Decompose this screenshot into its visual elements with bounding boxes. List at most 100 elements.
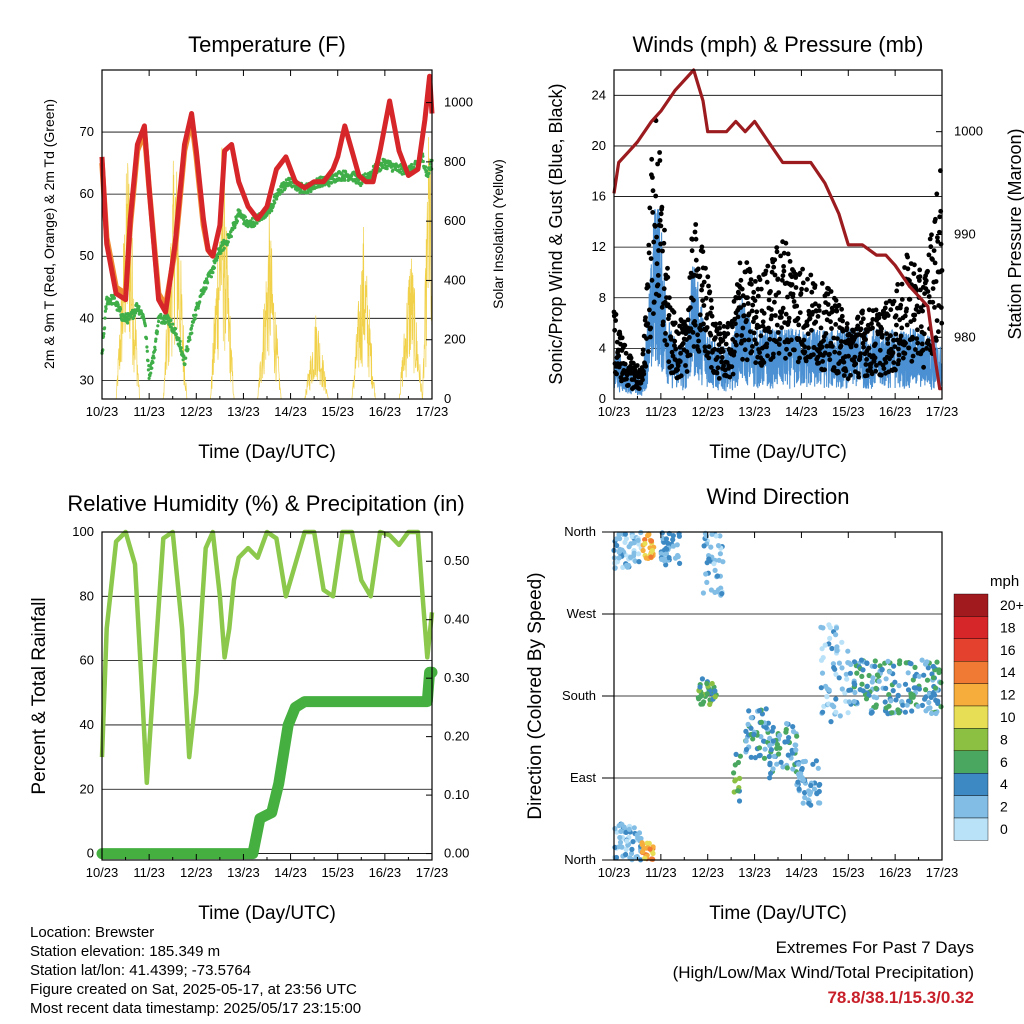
wind-gust-point bbox=[761, 360, 767, 365]
wind-direction-point bbox=[715, 543, 722, 549]
wind-gust-point bbox=[725, 331, 731, 337]
wind-direction-point bbox=[790, 728, 797, 735]
wind-direction-point bbox=[743, 728, 749, 735]
direction-plot-area bbox=[611, 529, 944, 863]
wind-gust-point bbox=[785, 251, 791, 257]
wind-gust-point bbox=[933, 279, 939, 284]
wind-direction-point bbox=[612, 565, 618, 571]
wind-gust-point bbox=[744, 357, 750, 363]
wind-gust-point bbox=[873, 307, 879, 313]
wind-direction-point bbox=[614, 542, 620, 549]
wind-gust-point bbox=[816, 360, 822, 366]
wind-direction-point bbox=[625, 842, 631, 848]
colorbar-label: 16 bbox=[1000, 642, 1016, 658]
x-tick-label: 17/23 bbox=[926, 865, 959, 880]
wind-direction-point bbox=[617, 839, 624, 845]
wind-direction-point bbox=[839, 665, 845, 671]
wind-gust-point bbox=[733, 342, 739, 348]
dewpoint-point bbox=[270, 209, 274, 213]
wind-gust-point bbox=[840, 328, 846, 334]
x-tick-label: 12/23 bbox=[691, 865, 724, 880]
wind-direction-point bbox=[717, 551, 724, 557]
wind-gust-point bbox=[797, 270, 803, 276]
wind-gust-point bbox=[899, 297, 905, 302]
wind-gust-point bbox=[883, 300, 889, 306]
wind-gust-point bbox=[891, 360, 897, 365]
wind-direction-point bbox=[800, 800, 806, 806]
dewpoint-point bbox=[421, 159, 425, 164]
x-tick-label: 11/23 bbox=[645, 404, 677, 419]
x-tick-label: 11/23 bbox=[645, 865, 677, 880]
y-tick-label: 100 bbox=[72, 524, 94, 539]
wind-direction-point bbox=[925, 665, 931, 671]
wind-gust-point bbox=[836, 370, 841, 375]
wind-gust-point bbox=[719, 355, 725, 360]
wind-gust-point bbox=[907, 296, 913, 302]
wind-direction-point bbox=[868, 710, 874, 716]
dewpoint-point bbox=[103, 316, 107, 320]
y-tick-label: 40 bbox=[80, 717, 94, 732]
dewpoint-point bbox=[354, 181, 358, 185]
wind-gust-point bbox=[623, 350, 629, 356]
wind-gust-point bbox=[841, 373, 847, 378]
colorbar-label: 14 bbox=[1000, 664, 1016, 680]
x-tick-label: 14/23 bbox=[785, 404, 818, 419]
y-tick-label: 24 bbox=[592, 87, 606, 102]
wind-gust-point bbox=[905, 254, 910, 260]
wind-direction-point bbox=[800, 777, 807, 783]
wind-gust-point bbox=[909, 358, 915, 364]
dewpoint-point bbox=[255, 221, 259, 225]
dewpoint-point bbox=[427, 171, 431, 175]
dewpoint-point bbox=[161, 317, 166, 321]
x-tick-label: 13/23 bbox=[227, 404, 260, 419]
wind-gust-point bbox=[640, 351, 646, 357]
wind-gust-point bbox=[910, 334, 915, 340]
wind-gust-point bbox=[844, 325, 850, 331]
wind-direction-point bbox=[822, 642, 828, 648]
wind-direction-point bbox=[919, 702, 926, 709]
wind-gust-point bbox=[758, 286, 764, 292]
dewpoint-point bbox=[425, 169, 429, 173]
speed-colorbar: mph 20+ 18 16 14 12 10 8 6 4 2 0 bbox=[953, 573, 1024, 841]
wind-gust-point bbox=[912, 262, 917, 268]
dewpoint-point bbox=[171, 322, 175, 326]
y-tick-label: 16 bbox=[592, 189, 606, 204]
wind-direction-point bbox=[842, 690, 848, 696]
wind-gust-point bbox=[640, 377, 645, 383]
y-tick-label: 70 bbox=[80, 124, 94, 139]
dewpoint-point bbox=[178, 342, 182, 346]
wind-gust-point bbox=[734, 332, 740, 338]
wind-gust-point bbox=[898, 333, 904, 339]
dewpoint-point bbox=[151, 360, 155, 365]
wind-gust-point bbox=[708, 332, 714, 338]
dewpoint-point bbox=[177, 336, 181, 340]
wind-gust-point bbox=[805, 331, 811, 337]
wind-gust-point bbox=[937, 214, 943, 220]
dewpoint-point bbox=[360, 181, 364, 186]
wind-gust-point bbox=[893, 331, 899, 337]
wind-direction-point bbox=[748, 715, 754, 721]
dewpoint-point bbox=[173, 327, 178, 331]
wind-gust-point bbox=[654, 261, 660, 267]
y-tick-label: North bbox=[564, 524, 596, 539]
y2-tick-label: 980 bbox=[954, 329, 976, 344]
dewpoint-point bbox=[209, 275, 213, 279]
temperature-ylabel-left: 2m & 9m T (Red, Orange) & 2m Td (Green) bbox=[41, 99, 57, 369]
wind-direction-point bbox=[930, 663, 936, 670]
wind-gust-point bbox=[704, 325, 710, 330]
wind-gust-point bbox=[720, 348, 726, 354]
wind-gust-point bbox=[781, 250, 787, 256]
wind-gust-point bbox=[622, 342, 628, 348]
wind-gust-point bbox=[899, 325, 905, 331]
wind-gust-point bbox=[838, 343, 844, 349]
winds-ticks: 10/23 11/23 12/23 13/23 14/23 15/23 16/23 17/23… bbox=[592, 70, 983, 419]
wind-direction-point bbox=[704, 680, 710, 687]
wind-gust-point bbox=[858, 320, 864, 325]
wind-gust-point bbox=[656, 293, 662, 298]
dewpoint-point bbox=[252, 221, 256, 225]
wind-direction-point bbox=[837, 713, 843, 719]
wind-gust-point bbox=[793, 275, 799, 280]
wind-gust-point bbox=[926, 252, 932, 258]
wind-direction-point bbox=[616, 531, 622, 538]
wind-direction-point bbox=[701, 543, 707, 549]
